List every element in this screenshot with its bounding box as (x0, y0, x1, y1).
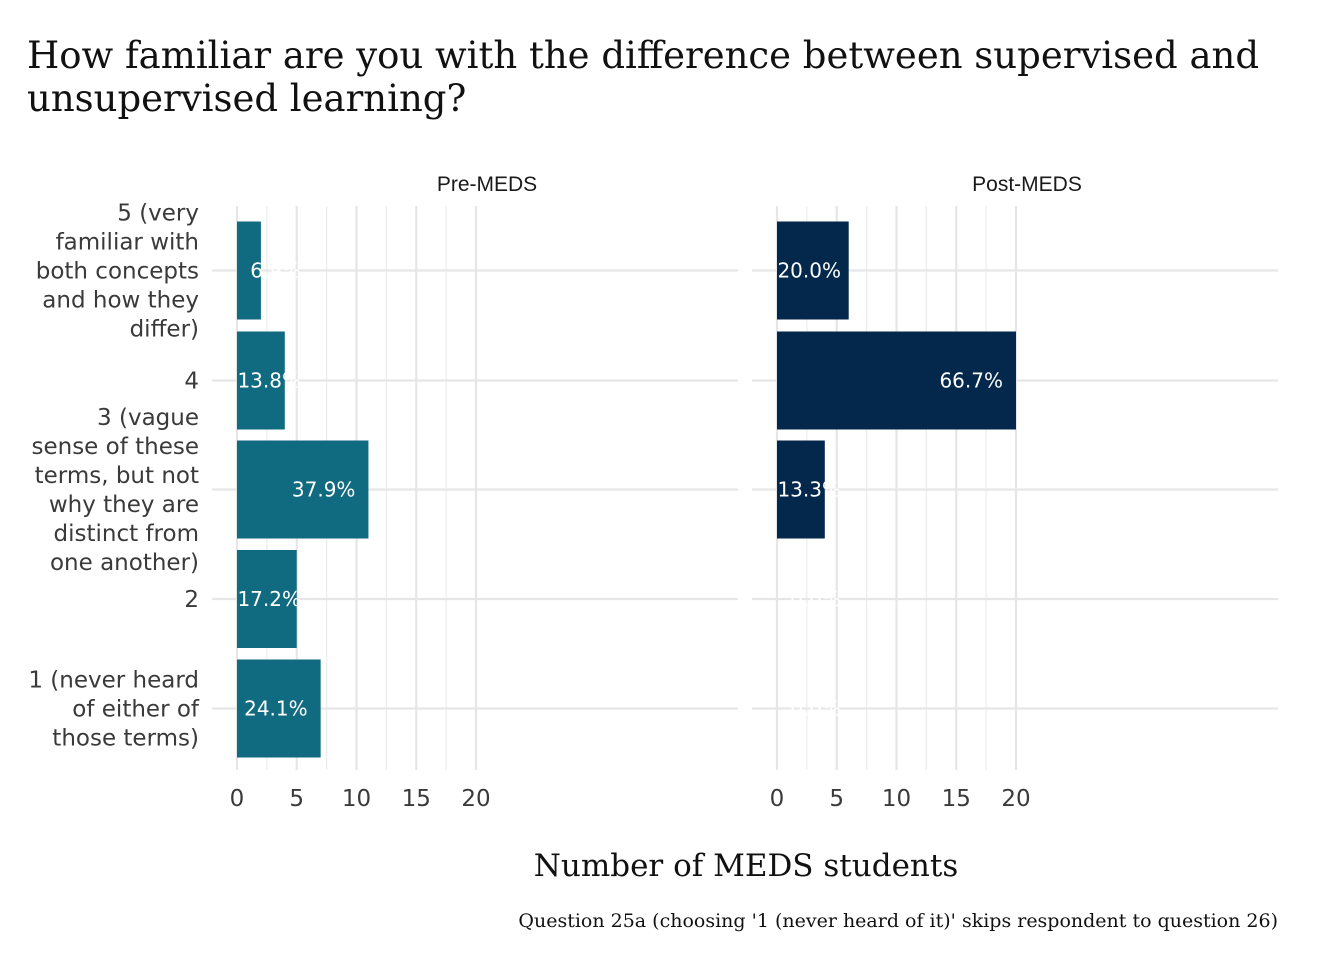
y-tick-label-line: familiar with (56, 230, 199, 256)
bar-data-label: 17.2% (237, 587, 301, 611)
y-tick-label: 2 (184, 587, 199, 613)
y-tick-label-line: 1 (never heard (28, 668, 199, 694)
axes: Pre-MEDS 0 5 10 15 20 Post-MEDS 0 5 10 15 20 5 (very… (28, 173, 1082, 812)
y-tick-label-line: 4 (184, 369, 199, 395)
x-tick-label: 0 (770, 786, 785, 812)
facet-label: Post-MEDS (972, 173, 1082, 196)
y-tick-label-line: distinct from (54, 521, 199, 547)
y-tick-label-line: 3 (vague (97, 405, 199, 431)
y-tick-label: 4 (184, 369, 199, 395)
y-tick-label-line: those terms) (52, 726, 199, 752)
bar (777, 221, 849, 320)
y-tick-label-line: sense of these (31, 434, 199, 460)
y-tick-label: 3 (vague sense of these terms, but not why … (31, 405, 199, 576)
bar-data-label: 0.0% (790, 587, 841, 611)
bar-data-label: 66.7% (939, 369, 1003, 393)
bar (237, 550, 297, 648)
x-tick-label: 0 (230, 786, 245, 812)
bar (777, 440, 825, 539)
y-tick-label-line: 2 (184, 587, 199, 613)
bar-data-label: 37.9% (292, 478, 356, 502)
bar-data-label: 0.0% (790, 697, 841, 721)
x-tick-label: 15 (942, 786, 971, 812)
y-tick-label-line: and how they (42, 288, 199, 314)
bar-data-label: 24.1% (244, 697, 308, 721)
caption: Question 25a (choosing '1 (never heard o… (518, 910, 1278, 932)
data-labels: 6.9% 13.8% 37.9% 17.2% 24.1% 20.0% 66.7% 13.3% 0… (237, 259, 1003, 721)
x-tick-label: 5 (289, 786, 304, 812)
y-tick-label-line: terms, but not (35, 463, 199, 489)
chart-title: How familiar are you with the difference… (27, 34, 1259, 120)
bar (777, 331, 1016, 430)
y-tick-label-line: 5 (very (117, 201, 199, 227)
y-tick-label-line: both concepts (36, 259, 199, 285)
x-axis-title: Number of MEDS students (534, 848, 959, 884)
x-tick-label: 5 (829, 786, 844, 812)
bar (237, 331, 285, 430)
x-tick-label: 20 (461, 786, 490, 812)
bar (237, 440, 369, 539)
y-tick-label: 5 (very familiar with both concepts and how… (36, 201, 199, 343)
bar-data-label: 13.3% (777, 478, 841, 502)
x-tick-label: 15 (402, 786, 431, 812)
bar-data-label: 13.8% (237, 369, 301, 393)
grid-lines (212, 206, 1278, 770)
y-tick-label-line: why they are (49, 492, 199, 518)
x-tick-label: 10 (342, 786, 371, 812)
facet-label: Pre-MEDS (437, 173, 537, 196)
y-tick-label-line: of either of (72, 697, 200, 723)
chart-title-line: unsupervised learning? (27, 77, 466, 120)
bars (237, 221, 1016, 758)
x-tick-label: 10 (882, 786, 911, 812)
y-tick-label-line: one another) (50, 550, 199, 576)
bar (237, 659, 321, 758)
x-tick-label: 20 (1001, 786, 1030, 812)
y-tick-label: 1 (never heard of either of those terms) (28, 668, 200, 752)
bar (237, 221, 261, 320)
chart-title-line: How familiar are you with the difference… (27, 34, 1259, 77)
bar-data-label: 20.0% (777, 259, 841, 283)
y-tick-label-line: differ) (130, 317, 199, 343)
bar-data-label: 6.9% (250, 259, 301, 283)
